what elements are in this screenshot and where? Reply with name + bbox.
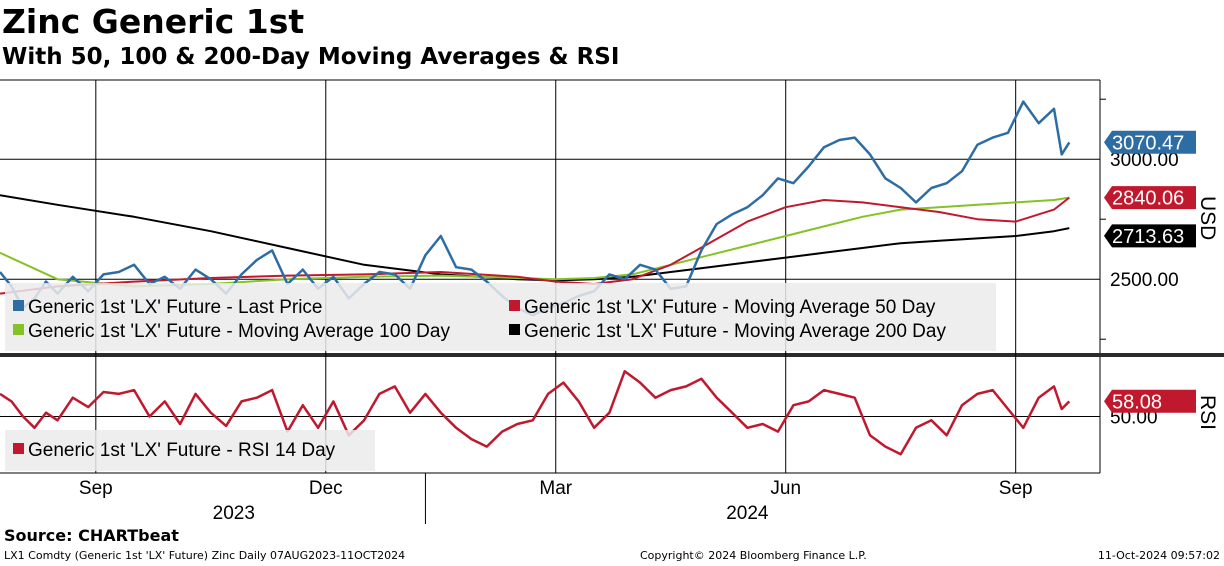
legend-swatch-ma50 xyxy=(509,300,520,311)
chart-title: Zinc Generic 1st xyxy=(2,2,305,41)
footer-center: Copyright© 2024 Bloomberg Finance L.P. xyxy=(640,549,867,562)
price-axis-title: USD xyxy=(1196,196,1219,240)
price-tick-label-0: 2500.00 xyxy=(1110,270,1179,291)
panel-divider xyxy=(0,353,1224,357)
x-tick-label-3: Jun xyxy=(770,478,801,499)
price-legend xyxy=(5,283,996,351)
footer-left: LX1 Comdty (Generic 1st 'LX' Future) Zin… xyxy=(4,549,406,562)
year-label-1: 2024 xyxy=(726,503,769,524)
ma50-line xyxy=(0,196,1070,295)
legend-swatch-rsi xyxy=(13,443,24,454)
price-last-tag-label: 3070.47 xyxy=(1112,132,1184,154)
ma50-last-tag xyxy=(1104,186,1196,210)
rsi-last-tag-label: 58.08 xyxy=(1112,391,1162,413)
ma200-line xyxy=(0,194,1070,282)
rsi-last-tag xyxy=(1104,389,1196,413)
x-tick-label-2: Mar xyxy=(539,478,572,499)
legend-label-ma100: Generic 1st 'LX' Future - Moving Average… xyxy=(28,321,450,342)
source-label: Source: CHARTbeat xyxy=(4,526,179,545)
ma200-last-tag xyxy=(1104,224,1196,248)
legend-swatch-price xyxy=(13,300,24,311)
legend-swatch-ma200 xyxy=(509,324,520,335)
price-last-tag xyxy=(1104,130,1196,154)
price-tick-label-1: 3000.00 xyxy=(1110,150,1179,171)
chart-subtitle: With 50, 100 & 200-Day Moving Averages &… xyxy=(2,44,620,70)
ma50-last-tag-label: 2840.06 xyxy=(1112,188,1184,210)
rsi-legend xyxy=(5,430,375,471)
year-label-0: 2023 xyxy=(213,503,255,524)
rsi-line xyxy=(0,370,1071,456)
x-tick-label-4: Sep xyxy=(999,478,1033,499)
legend-swatch-ma100 xyxy=(13,324,24,335)
rsi-axis-title: RSI xyxy=(1196,395,1219,430)
footer-right: 11-Oct-2024 09:57:02 xyxy=(1097,549,1220,562)
legend-label-price: Generic 1st 'LX' Future - Last Price xyxy=(28,297,322,318)
legend-label-ma50: Generic 1st 'LX' Future - Moving Average… xyxy=(524,297,936,318)
legend-label-ma200: Generic 1st 'LX' Future - Moving Average… xyxy=(524,321,946,342)
ma200-last-tag-label: 2713.63 xyxy=(1112,226,1184,248)
x-tick-label-1: Dec xyxy=(309,478,343,499)
x-tick-label-0: Sep xyxy=(79,478,113,499)
legend-label-rsi: Generic 1st 'LX' Future - RSI 14 Day xyxy=(28,440,336,461)
